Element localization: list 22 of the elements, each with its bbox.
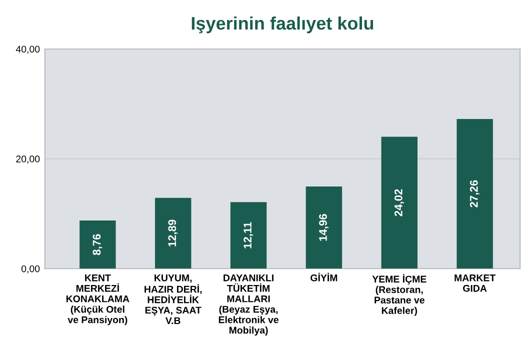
x-tick-label: KUYUM, HAZIR DERİ, HEDİYELİK EŞYA, SAAT V.B (144, 274, 202, 324)
x-tick-label: YEME İÇME (Restoran, Pastane ve Kafeler) (372, 274, 426, 316)
bar (155, 198, 192, 269)
data-label: 27,26 (470, 180, 480, 208)
bar (381, 136, 418, 269)
data-label: 12,11 (244, 222, 254, 248)
bar (306, 186, 342, 269)
x-tick-label: KENT MERKEZİ KONAKLAMA (Küçük Otel ve Pansiyon) (66, 274, 130, 326)
y-tick-label: 0,00 (21, 265, 40, 274)
bar (80, 220, 116, 269)
chart-title: Işyerinin faalıyet kolu (192, 16, 374, 34)
data-label: 24,02 (394, 189, 404, 216)
data-label: 12,89 (168, 220, 178, 246)
x-tick-label: GİYİM (310, 272, 338, 282)
bar (230, 202, 267, 269)
y-tick-label: 40,00 (16, 46, 40, 54)
data-label: 8,76 (92, 234, 102, 256)
data-label: 14,96 (319, 214, 329, 241)
y-tick-label: 20,00 (16, 156, 40, 164)
x-tick-label: DAYANIKLI TÜKETİM MALLARI (Beyaz Eşya, Elektronik ve Mobilya) (218, 274, 278, 336)
bar (456, 118, 493, 269)
x-tick-label: MARKET GIDA (454, 274, 496, 292)
